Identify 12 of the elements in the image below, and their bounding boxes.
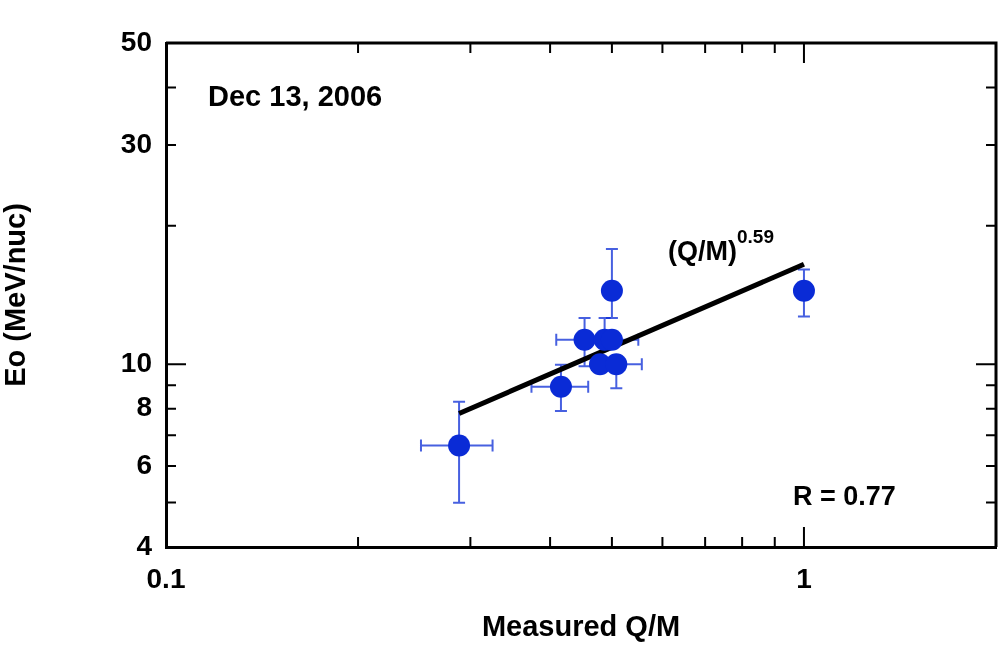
y-axis-title: Eo (MeV/nuc) (0, 203, 32, 387)
y-tick-label: 30 (120, 127, 152, 159)
y-tick-label: 4 (136, 529, 153, 561)
y-tick-label: 50 (120, 25, 152, 57)
x-tick-label: 0.1 (146, 562, 186, 594)
annotation: R = 0.77 (793, 481, 896, 512)
x-axis-title: Measured Q/M (481, 609, 681, 642)
y-tick-label: 10 (120, 346, 152, 378)
x-tick-label: 1 (796, 562, 812, 594)
y-tick-label: 8 (136, 391, 152, 423)
annotation: Dec 13, 2006 (208, 80, 383, 112)
y-tick-label: 6 (136, 448, 152, 480)
